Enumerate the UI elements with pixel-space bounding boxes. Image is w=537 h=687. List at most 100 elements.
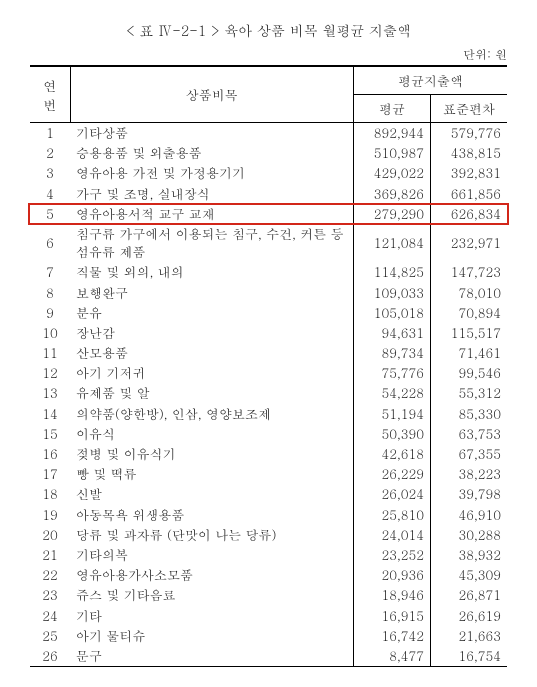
row-avg: 26,229 — [354, 464, 431, 484]
row-std: 38,932 — [431, 545, 508, 565]
table-row: 21기타의복23,25238,932 — [30, 545, 507, 565]
row-avg: 892,944 — [354, 123, 431, 144]
table-header: 연 번 상품비목 평균지출액 평균 표준편차 — [30, 66, 507, 123]
row-category: 젖병 및 이유식기 — [70, 444, 354, 464]
header-std: 표준편차 — [431, 95, 508, 123]
row-category: 의약품(양한방), 인삼, 영양보조제 — [70, 404, 354, 424]
row-std: 46,910 — [431, 505, 508, 525]
row-category: 분유 — [70, 303, 354, 323]
table-row: 19아동목욕 위생용품25,81046,910 — [30, 505, 507, 525]
row-index: 16 — [30, 444, 70, 464]
row-std: 85,330 — [431, 404, 508, 424]
row-std: 26,871 — [431, 585, 508, 605]
row-index: 20 — [30, 525, 70, 545]
row-category: 아동목욕 위생용품 — [70, 505, 354, 525]
row-index: 5 — [30, 204, 70, 224]
row-category: 빵 및 떡류 — [70, 464, 354, 484]
table-row: 23쥬스 및 기타음료18,94626,871 — [30, 585, 507, 605]
row-index: 7 — [30, 262, 70, 282]
table-row: 3영유아용 가전 및 가정용기기429,022392,831 — [30, 163, 507, 183]
row-std: 438,815 — [431, 143, 508, 163]
row-std: 16,754 — [431, 646, 508, 667]
row-std: 45,309 — [431, 565, 508, 585]
row-category: 침구류 가구에서 이용되는 침구, 수건, 커튼 등 섬유류 제품 — [70, 224, 354, 262]
row-avg: 20,936 — [354, 565, 431, 585]
row-avg: 369,826 — [354, 184, 431, 204]
row-std: 26,619 — [431, 606, 508, 626]
row-avg: 279,290 — [354, 204, 431, 224]
row-category: 쥬스 및 기타음료 — [70, 585, 354, 605]
row-std: 21,663 — [431, 626, 508, 646]
row-index: 22 — [30, 565, 70, 585]
row-avg: 121,084 — [354, 224, 431, 262]
table-row: 26문구8,47716,754 — [30, 646, 507, 667]
row-avg: 94,631 — [354, 323, 431, 343]
row-category: 장난감 — [70, 323, 354, 343]
row-avg: 75,776 — [354, 363, 431, 383]
row-category: 산모용품 — [70, 343, 354, 363]
row-category: 당류 및 과자류 (단맛이 나는 당류) — [70, 525, 354, 545]
row-avg: 89,734 — [354, 343, 431, 363]
row-category: 영유아용서적 교구 교재 — [70, 204, 354, 224]
row-index: 9 — [30, 303, 70, 323]
row-std: 78,010 — [431, 283, 508, 303]
row-index: 11 — [30, 343, 70, 363]
table-row: 24기타16,91526,619 — [30, 606, 507, 626]
row-avg: 50,390 — [354, 424, 431, 444]
row-index: 14 — [30, 404, 70, 424]
row-index: 23 — [30, 585, 70, 605]
row-category: 문구 — [70, 646, 354, 667]
row-avg: 510,987 — [354, 143, 431, 163]
row-index: 13 — [30, 383, 70, 403]
table-row: 7직물 및 외의, 내의114,825147,723 — [30, 262, 507, 282]
table-row: 5영유아용서적 교구 교재279,290626,834 — [30, 204, 507, 224]
row-avg: 54,228 — [354, 383, 431, 403]
row-std: 63,753 — [431, 424, 508, 444]
row-category: 직물 및 외의, 내의 — [70, 262, 354, 282]
table-row: 8보행완구109,03378,010 — [30, 283, 507, 303]
unit-label: 단위: 원 — [30, 46, 507, 63]
header-avg: 평균 — [354, 95, 431, 123]
row-index: 6 — [30, 224, 70, 262]
row-avg: 24,014 — [354, 525, 431, 545]
row-category: 신발 — [70, 484, 354, 504]
row-std: 232,971 — [431, 224, 508, 262]
row-category: 가구 및 조명, 실내장식 — [70, 184, 354, 204]
row-index: 17 — [30, 464, 70, 484]
row-std: 67,355 — [431, 444, 508, 464]
row-category: 영유아용가사소모품 — [70, 565, 354, 585]
row-std: 39,798 — [431, 484, 508, 504]
row-category: 영유아용 가전 및 가정용기기 — [70, 163, 354, 183]
row-std: 55,312 — [431, 383, 508, 403]
row-category: 기타 — [70, 606, 354, 626]
row-std: 70,894 — [431, 303, 508, 323]
row-index: 18 — [30, 484, 70, 504]
row-std: 626,834 — [431, 204, 508, 224]
header-avg-super: 평균지출액 — [354, 66, 508, 95]
row-std: 147,723 — [431, 262, 508, 282]
table-row: 20당류 및 과자류 (단맛이 나는 당류)24,01430,288 — [30, 525, 507, 545]
row-std: 115,517 — [431, 323, 508, 343]
row-std: 661,856 — [431, 184, 508, 204]
table-row: 12아기 기저귀75,77699,546 — [30, 363, 507, 383]
row-std: 392,831 — [431, 163, 508, 183]
row-avg: 16,915 — [354, 606, 431, 626]
row-index: 8 — [30, 283, 70, 303]
row-index: 1 — [30, 123, 70, 144]
row-index: 4 — [30, 184, 70, 204]
row-avg: 18,946 — [354, 585, 431, 605]
table-row: 4가구 및 조명, 실내장식369,826661,856 — [30, 184, 507, 204]
row-std: 30,288 — [431, 525, 508, 545]
row-avg: 114,825 — [354, 262, 431, 282]
row-avg: 105,018 — [354, 303, 431, 323]
row-std: 71,461 — [431, 343, 508, 363]
table-row: 10장난감94,631115,517 — [30, 323, 507, 343]
table-row: 6침구류 가구에서 이용되는 침구, 수건, 커튼 등 섬유류 제품121,08… — [30, 224, 507, 262]
data-table: 연 번 상품비목 평균지출액 평균 표준편차 1기타상품892,944579,7… — [30, 65, 507, 667]
row-index: 19 — [30, 505, 70, 525]
row-category: 이유식 — [70, 424, 354, 444]
header-index: 연 번 — [30, 66, 70, 123]
row-std: 579,776 — [431, 123, 508, 144]
row-index: 3 — [30, 163, 70, 183]
row-index: 10 — [30, 323, 70, 343]
